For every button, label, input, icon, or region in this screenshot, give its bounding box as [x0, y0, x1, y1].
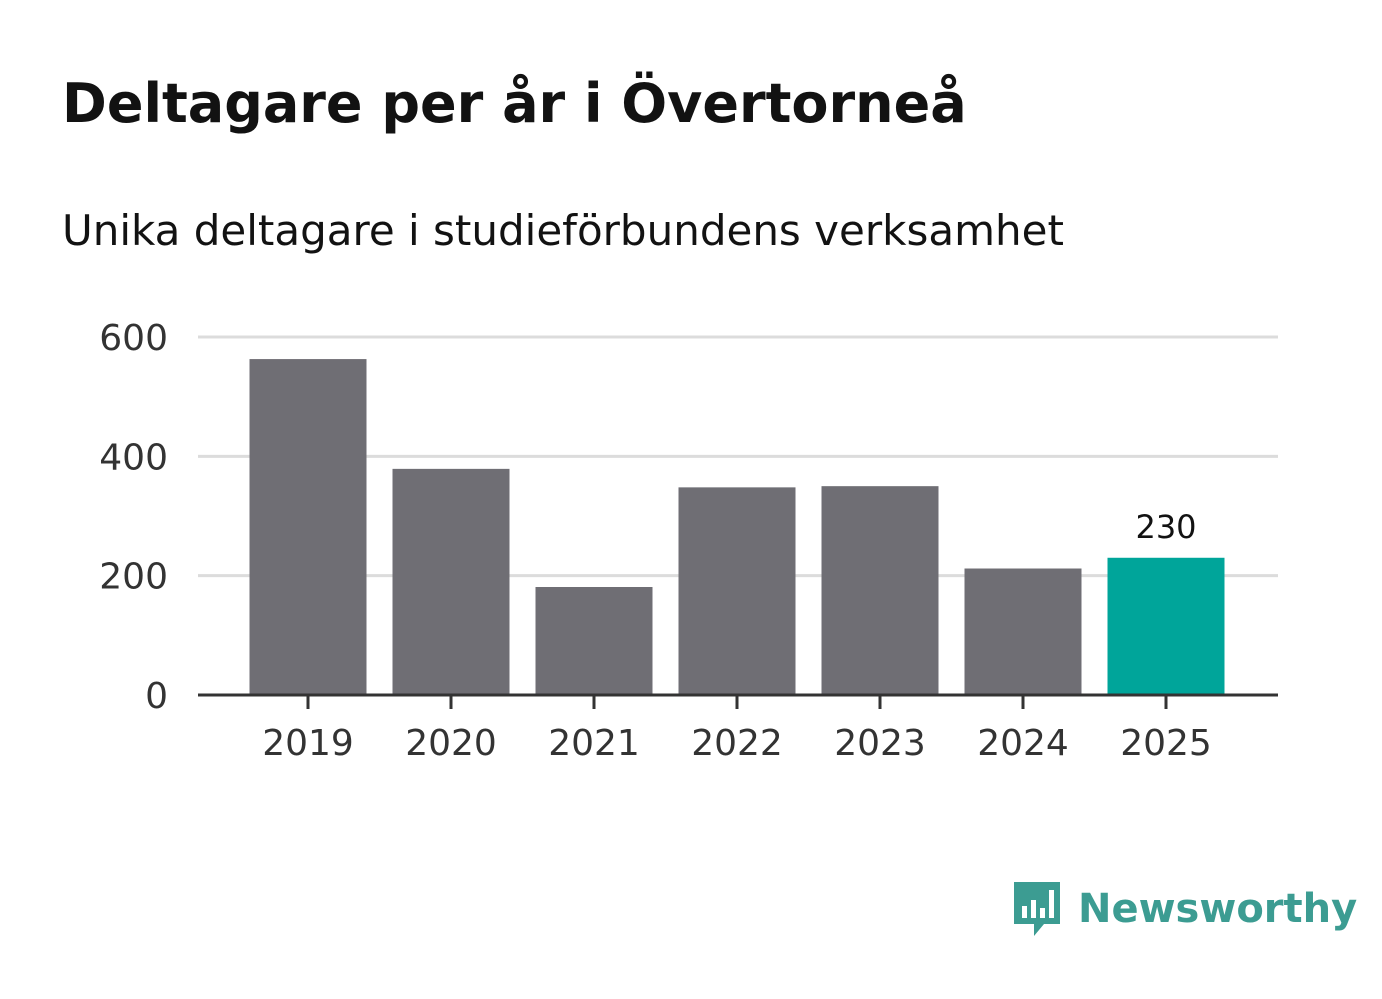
y-tick-label: 200 [99, 557, 168, 598]
bar-2021 [535, 587, 653, 695]
bar-2022 [678, 487, 796, 695]
y-tick-label: 400 [99, 437, 168, 478]
bar-2020 [392, 468, 510, 695]
x-tick-label: 2023 [834, 723, 926, 764]
bar-2024 [964, 568, 1082, 695]
x-tick-label: 2025 [1120, 723, 1212, 764]
data-label: 230 [1135, 508, 1196, 546]
bar-2023 [821, 486, 939, 695]
x-tick-label: 2020 [405, 723, 497, 764]
bar-2019 [249, 359, 367, 695]
newsworthy-logo: Newsworthy [1010, 878, 1357, 940]
x-tick-label: 2024 [977, 723, 1069, 764]
chart-title: Deltagare per år i Övertorneå [62, 72, 967, 135]
x-tick-label: 2022 [691, 723, 783, 764]
newsworthy-logo-icon [1014, 882, 1060, 936]
bar-2025 [1107, 557, 1225, 695]
x-tick-label: 2021 [548, 723, 640, 764]
y-tick-label: 600 [99, 318, 168, 359]
x-tick-label: 2019 [262, 723, 354, 764]
brand-name: Newsworthy [1078, 886, 1358, 932]
chart-subtitle: Unika deltagare i studieförbundens verks… [62, 206, 1064, 255]
y-tick-label: 0 [145, 676, 168, 717]
